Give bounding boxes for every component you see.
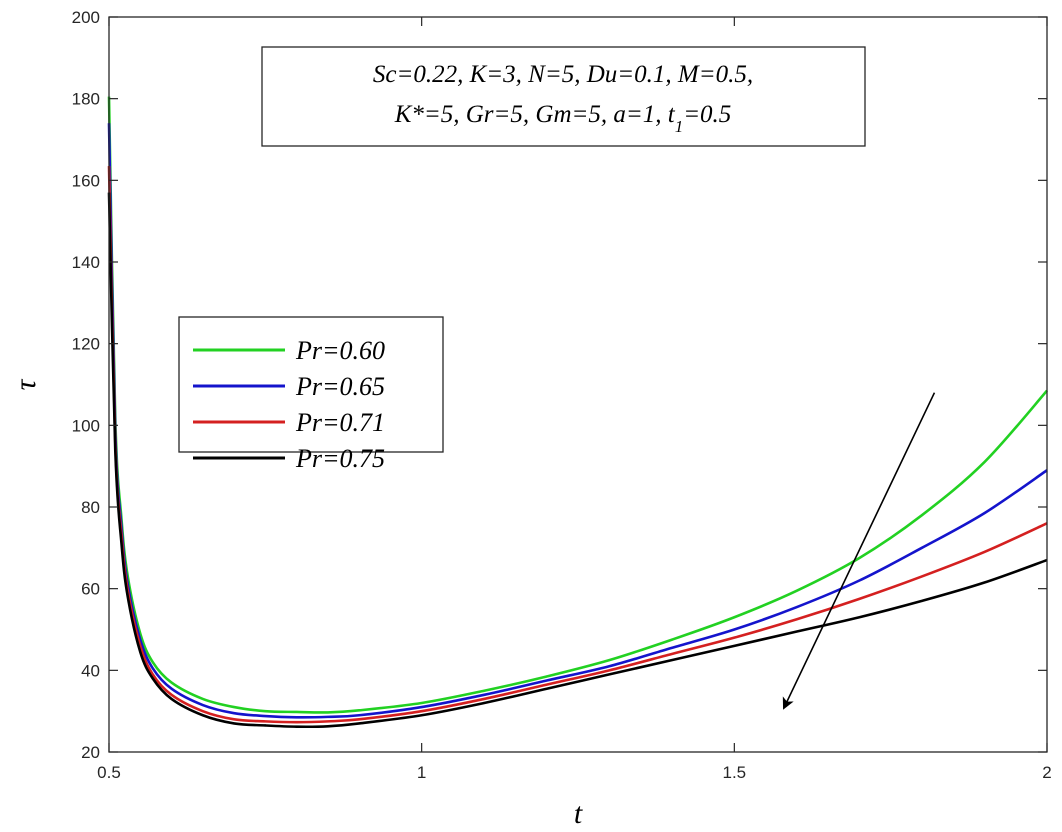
y-tick-label: 140 — [72, 253, 100, 272]
x-axis-label: t — [574, 797, 583, 830]
series-layer — [107, 96, 1048, 729]
annotation-subscript: 1 — [675, 117, 684, 136]
x-tick-label: 1.5 — [723, 763, 747, 782]
legend-label: Pr=0.75 — [295, 444, 385, 473]
annotation-box — [261, 46, 866, 147]
y-tick-label: 40 — [81, 661, 100, 680]
y-tick-label: 60 — [81, 580, 100, 599]
y-tick-label: 120 — [72, 335, 100, 354]
y-tick-label: 80 — [81, 498, 100, 517]
legend: Pr=0.60 Pr=0.65 Pr=0.71 Pr=0.75 — [178, 316, 444, 473]
legend-label: Pr=0.60 — [295, 336, 385, 365]
legend-label: Pr=0.71 — [295, 408, 385, 437]
x-tick-label: 2 — [1042, 763, 1051, 782]
x-tick-label: 1 — [417, 763, 426, 782]
y-tick-label: 20 — [81, 743, 100, 762]
annotation-line-2: K*=5, Gr=5, Gm=5, a=1, t1=0.5 — [394, 101, 732, 136]
trend-arrow — [782, 392, 936, 710]
plot-frame — [108, 16, 1048, 753]
x-tick-label: 0.5 — [97, 763, 121, 782]
annotation-line-2-suffix: =0.5 — [683, 101, 731, 128]
y-tick-label: 180 — [72, 90, 100, 109]
y-tick-label: 100 — [72, 416, 100, 435]
y-tick-label: 200 — [72, 8, 100, 27]
legend-label: Pr=0.65 — [295, 372, 385, 401]
parameter-annotation: Sc=0.22, K=3, N=5, Du=0.1, M=0.5, K*=5, … — [261, 46, 866, 147]
tick-layer: 0.5 1 1.5 2 20 40 60 80 100 120 140 160 180 200 — [72, 8, 1052, 782]
annotation-line-1: Sc=0.22, K=3, N=5, Du=0.1, M=0.5, — [373, 61, 753, 88]
y-axis-label: τ — [9, 378, 42, 390]
y-tick-label: 160 — [72, 171, 100, 190]
series-line-4 — [107, 192, 1048, 729]
legend-items: Pr=0.60 Pr=0.65 Pr=0.71 Pr=0.75 — [193, 336, 385, 473]
annotation-line-2-prefix: K*=5, Gr=5, Gm=5, a=1, t — [394, 101, 676, 128]
